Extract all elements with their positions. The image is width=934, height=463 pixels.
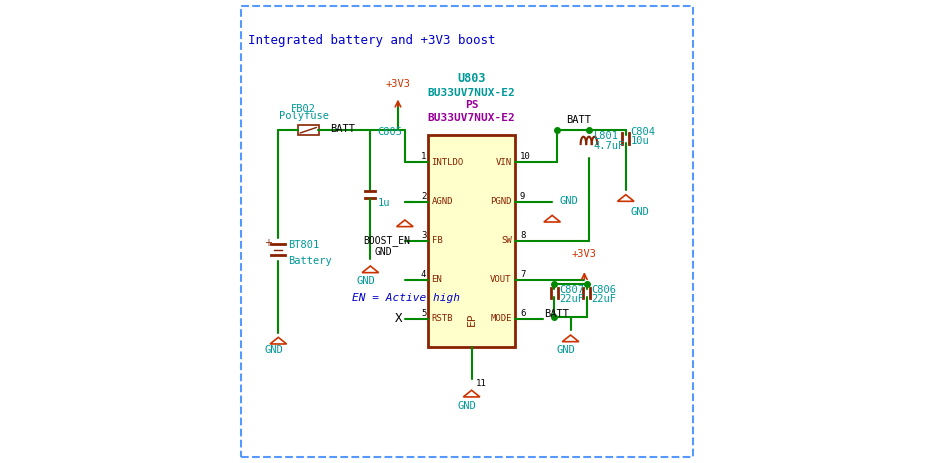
Text: GND: GND (374, 247, 391, 257)
Text: INTLDO: INTLDO (432, 158, 464, 167)
Text: SW: SW (501, 236, 512, 245)
Text: BATT: BATT (566, 115, 591, 125)
Text: +: + (264, 238, 273, 248)
Text: GND: GND (264, 345, 283, 356)
Text: FB02: FB02 (291, 104, 316, 114)
Text: +3V3: +3V3 (572, 249, 597, 259)
Text: PGND: PGND (490, 197, 512, 206)
Text: 10: 10 (520, 152, 531, 162)
Text: 11: 11 (476, 379, 487, 388)
Text: X: X (395, 313, 403, 325)
Text: MODE: MODE (490, 314, 512, 324)
Text: FB: FB (432, 236, 443, 245)
Text: 5: 5 (421, 309, 426, 318)
Text: 9: 9 (520, 192, 525, 200)
Text: EN: EN (432, 275, 443, 284)
Text: Integrated battery and +3V3 boost: Integrated battery and +3V3 boost (248, 34, 496, 47)
Text: GND: GND (357, 276, 375, 287)
Text: 3: 3 (421, 231, 426, 240)
Text: U803: U803 (458, 72, 486, 85)
Text: Polyfuse: Polyfuse (278, 111, 329, 121)
Text: 7: 7 (520, 270, 525, 279)
Text: 8: 8 (520, 231, 525, 240)
FancyBboxPatch shape (428, 135, 516, 347)
Text: C805: C805 (377, 127, 403, 137)
Text: 22uF: 22uF (591, 294, 616, 304)
Text: 10u: 10u (630, 136, 649, 146)
Text: BOOST_EN: BOOST_EN (363, 235, 410, 246)
Text: 2: 2 (421, 192, 426, 200)
Text: EN = Active high: EN = Active high (352, 293, 460, 302)
Text: BATT: BATT (544, 309, 569, 319)
Text: C807: C807 (559, 285, 584, 295)
Text: +3V3: +3V3 (386, 79, 410, 88)
Text: C804: C804 (630, 127, 656, 137)
Text: Battery: Battery (289, 257, 333, 266)
Text: 22uF: 22uF (559, 294, 584, 304)
Text: RSTB: RSTB (432, 314, 453, 324)
Text: PS: PS (465, 100, 478, 110)
Text: 1: 1 (421, 152, 426, 162)
Text: GND: GND (458, 400, 476, 411)
Text: 6: 6 (520, 309, 525, 318)
Text: 1u: 1u (377, 198, 389, 208)
Text: VOUT: VOUT (490, 275, 512, 284)
Text: GND: GND (557, 345, 575, 356)
Text: C806: C806 (591, 285, 616, 295)
Text: BU33UV7NUX-E2: BU33UV7NUX-E2 (428, 88, 516, 98)
Text: EP: EP (467, 312, 476, 325)
Text: AGND: AGND (432, 197, 453, 206)
Text: 4: 4 (421, 270, 426, 279)
Text: BU33UV7NUX-E2: BU33UV7NUX-E2 (428, 113, 516, 123)
Text: BT801: BT801 (289, 240, 319, 250)
Text: VIN: VIN (496, 158, 512, 167)
Text: GND: GND (559, 196, 578, 206)
Text: GND: GND (630, 207, 649, 218)
Text: L801: L801 (594, 131, 618, 142)
Bar (298, 125, 318, 135)
Text: 4.7uF: 4.7uF (594, 141, 625, 150)
Text: BATT: BATT (331, 124, 355, 134)
